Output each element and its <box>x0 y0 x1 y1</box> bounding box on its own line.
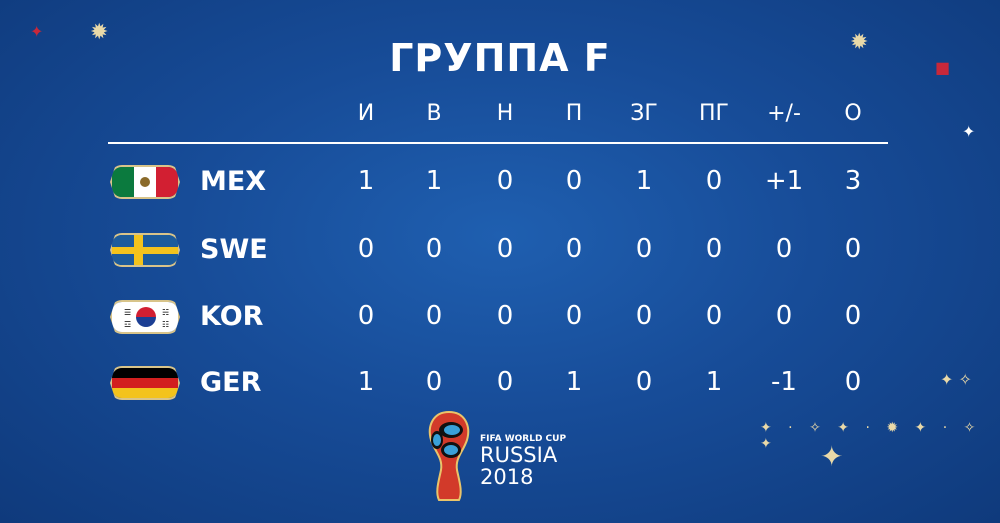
stat-cell: -1 <box>771 367 797 397</box>
stat-cell: 0 <box>565 166 583 196</box>
stat-cell: 0 <box>357 234 375 264</box>
stat-cell: 0 <box>565 301 583 331</box>
stat-cell: 0 <box>425 234 443 264</box>
stat-cell: 0 <box>496 166 514 196</box>
stat-cell: 0 <box>635 301 653 331</box>
stat-cell: 1 <box>635 166 653 196</box>
stat-cell: 0 <box>496 367 514 397</box>
stars-decoration: ✦ · ✧ ✦ · ✹ ✦ · ✧ ✦ <box>760 420 982 452</box>
column-header: +/- <box>767 101 801 126</box>
table-row: GER 1 0 0 1 0 1 -1 0 <box>0 363 1000 403</box>
logo-line2: RUSSIA <box>480 443 558 467</box>
stat-cell: 0 <box>775 301 793 331</box>
stat-cell: +1 <box>764 166 804 196</box>
stat-cell: 0 <box>357 301 375 331</box>
column-header: ПГ <box>699 101 729 126</box>
team-code: SWE <box>200 234 268 265</box>
stat-cell: 0 <box>635 234 653 264</box>
sweden-flag <box>110 233 180 267</box>
stat-cell: 0 <box>775 234 793 264</box>
korea-flag: ☰ ☵ ☲ ☷ <box>110 300 180 334</box>
world-cup-trophy-logo <box>425 410 473 506</box>
stat-cell: 0 <box>844 301 862 331</box>
stat-cell: 0 <box>425 367 443 397</box>
logo-line1: FIFA WORLD CUP <box>480 434 567 444</box>
stat-cell: 0 <box>705 234 723 264</box>
stat-cell: 1 <box>425 166 443 196</box>
header-divider <box>108 142 888 144</box>
star-icon: ✹ <box>850 30 869 55</box>
column-header: ЗГ <box>630 101 658 126</box>
star-icon: ✦ <box>30 22 44 41</box>
stat-cell: 0 <box>844 234 862 264</box>
column-header: И <box>357 101 375 126</box>
star-icon: ✹ <box>90 20 109 45</box>
stat-cell: 0 <box>705 166 723 196</box>
stat-cell: 1 <box>705 367 723 397</box>
stat-cell: 0 <box>705 301 723 331</box>
world-cup-wordmark: FIFA WORLD CUP RUSSIA 2018 <box>480 434 566 488</box>
stat-cell: 0 <box>496 234 514 264</box>
team-code: KOR <box>200 301 264 332</box>
stat-cell: 1 <box>357 367 375 397</box>
column-header: Н <box>496 101 514 126</box>
star-icon: ✦ ✧ <box>940 370 972 389</box>
stat-cell: 0 <box>635 367 653 397</box>
table-row: MEX 1 1 0 0 1 0 +1 3 <box>0 162 1000 202</box>
logo-line3: 2018 <box>480 465 534 489</box>
star-icon: ✦ <box>962 122 976 141</box>
stat-cell: 0 <box>844 367 862 397</box>
star-icon: ✦ <box>820 440 844 473</box>
star-icon: ■ <box>935 58 951 77</box>
stat-cell: 0 <box>565 234 583 264</box>
column-header: П <box>565 101 583 126</box>
stat-cell: 3 <box>844 166 862 196</box>
team-code: MEX <box>200 166 267 197</box>
stat-cell: 0 <box>496 301 514 331</box>
germany-flag <box>110 366 180 400</box>
group-title: ГРУППА F <box>389 36 611 80</box>
table-row: SWE 0 0 0 0 0 0 0 0 <box>0 230 1000 270</box>
column-header: В <box>426 101 442 126</box>
team-code: GER <box>200 367 262 398</box>
mexico-flag <box>110 165 180 199</box>
stat-cell: 1 <box>357 166 375 196</box>
stat-cell: 1 <box>565 367 583 397</box>
stat-cell: 0 <box>425 301 443 331</box>
column-header: О <box>844 101 862 126</box>
table-row: ☰ ☵ ☲ ☷ KOR 0 0 0 0 0 0 0 0 <box>0 297 1000 337</box>
